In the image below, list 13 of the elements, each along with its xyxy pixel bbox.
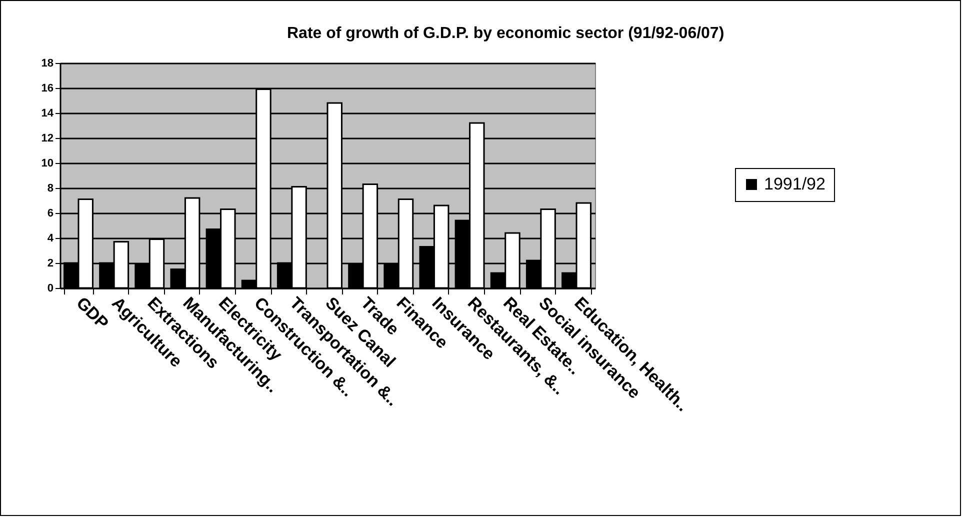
- y-tick-label: 18: [41, 58, 54, 70]
- y-tick-label: 8: [47, 182, 54, 194]
- legend-label: 1991/92: [764, 174, 826, 194]
- y-tick-label: 2: [47, 258, 54, 270]
- y-tick-label: 10: [41, 158, 54, 170]
- chart-title: Rate of growth of G.D.P. by economic sector (91/92-06/07): [287, 25, 724, 42]
- y-tick-label: 12: [41, 132, 54, 144]
- x-tick-label: GDP: [72, 293, 112, 333]
- y-tick-label: 14: [41, 108, 54, 120]
- y-tick-label: 0: [47, 282, 54, 294]
- y-tick-label: 6: [47, 208, 54, 220]
- y-tick-label: 4: [47, 232, 54, 244]
- y-tick-label: 16: [41, 82, 54, 94]
